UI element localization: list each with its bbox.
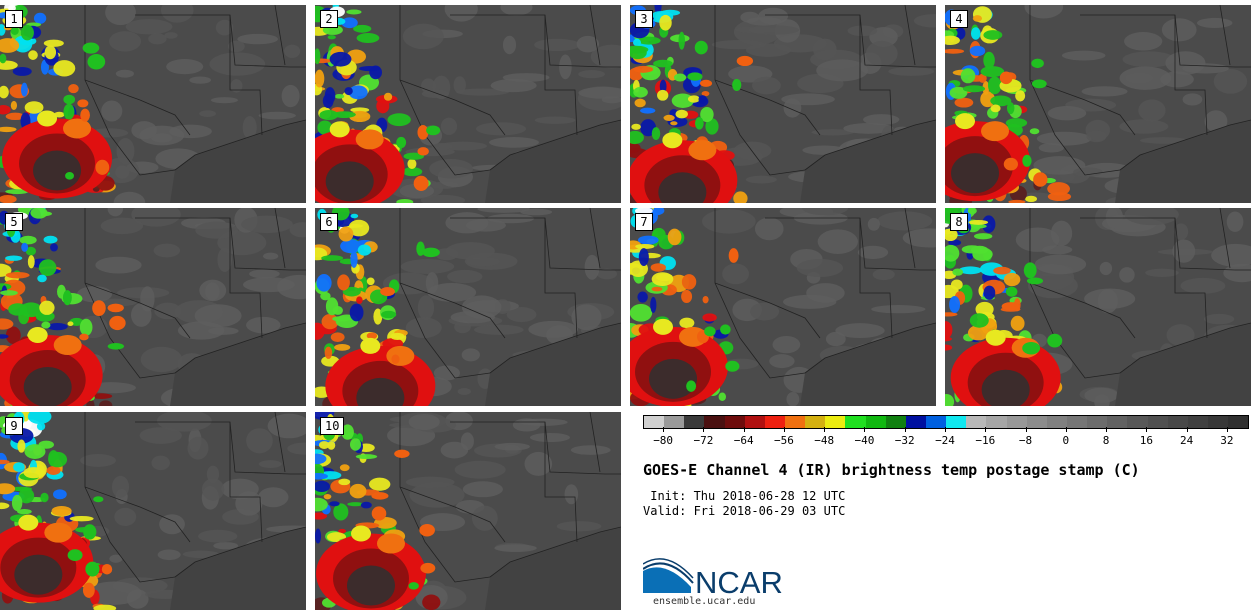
postage-stamp-1: 1 [0, 5, 306, 203]
valid-time: Valid: Fri 2018-06-29 03 UTC [643, 504, 846, 518]
colorbar-segment [1006, 416, 1027, 428]
ir-imagery [315, 5, 621, 203]
postage-stamp-3: 3 [630, 5, 936, 203]
colorbar-tick [783, 427, 785, 432]
colorbar-segment [684, 416, 705, 428]
colorbar-tick-label: −80 [653, 434, 674, 447]
member-label: 1 [5, 10, 23, 28]
colorbar-tick-label: −16 [975, 434, 996, 447]
colorbar-tick [1106, 427, 1108, 432]
colorbar-segment [1228, 416, 1249, 428]
colorbar-tick-label: −48 [814, 434, 835, 447]
colorbar-tick [864, 427, 866, 432]
colorbar-segment [1147, 416, 1168, 428]
ir-imagery [0, 208, 306, 406]
ir-imagery [315, 412, 621, 610]
postage-stamp-7: 7 [630, 208, 936, 406]
colorbar-segment [1167, 416, 1188, 428]
colorbar-tick [1065, 427, 1067, 432]
colorbar-segment [1087, 416, 1108, 428]
colorbar-segment [1066, 416, 1088, 428]
colorbar-segment [1127, 416, 1148, 428]
colorbar-tick [945, 427, 946, 432]
colorbar-tick [703, 427, 705, 432]
member-label: 9 [5, 417, 23, 435]
colorbar-ticks: −80 −72 −64 −56 −48 −40 −32 −24 −16 −8 0 8 16 24 32 [643, 427, 1247, 457]
member-label: 4 [950, 10, 968, 28]
colorbar-tick [1186, 427, 1188, 432]
member-label: 6 [320, 213, 338, 231]
colorbar-tick-label: −8 [1018, 434, 1033, 447]
colorbar-segment [1026, 416, 1047, 428]
colorbar-segment [1187, 416, 1208, 428]
member-label: 3 [635, 10, 653, 28]
member-label: 8 [950, 213, 968, 231]
colorbar-tick-label: −72 [693, 434, 714, 447]
ir-imagery [315, 208, 621, 406]
colorbar-tick-label: −56 [773, 434, 794, 447]
colorbar-tick-label: −32 [894, 434, 915, 447]
ncar-logo: NCAR [643, 558, 783, 597]
postage-stamp-2: 2 [315, 5, 621, 203]
colorbar-segment [664, 416, 685, 428]
colorbar-segment [966, 416, 987, 428]
colorbar-tick [1146, 427, 1148, 432]
colorbar-segment [1207, 416, 1229, 428]
colorbar-tick [1025, 427, 1027, 432]
ir-imagery [945, 5, 1251, 203]
postage-stamp-8: 8 [945, 208, 1251, 406]
colorbar-segment [744, 416, 765, 428]
colorbar-tick [904, 427, 906, 432]
ir-imagery [0, 5, 306, 203]
colorbar-segment [724, 416, 745, 428]
colorbar-tick-label: −24 [935, 434, 955, 447]
colorbar-tick [985, 427, 987, 432]
colorbar-tick-label: 32 [1220, 434, 1234, 447]
postage-stamp-10: 10 [315, 412, 621, 610]
postage-stamp-6: 6 [315, 208, 621, 406]
colorbar-tick [1226, 427, 1228, 432]
ir-imagery [0, 412, 306, 610]
member-label: 10 [320, 417, 345, 435]
colorbar-tick-label: 8 [1102, 434, 1110, 447]
colorbar-segment [704, 416, 725, 428]
colorbar-tick [743, 427, 745, 432]
colorbar-segment [925, 416, 947, 428]
colorbar-segment [946, 416, 967, 428]
colorbar-segment [764, 416, 785, 428]
ir-imagery [630, 5, 936, 203]
colorbar-segment [865, 416, 886, 428]
colorbar-segment [1107, 416, 1128, 428]
colorbar-tick [824, 427, 826, 432]
colorbar-tick [663, 427, 665, 432]
colorbar-segment [885, 416, 906, 428]
colorbar-tick-label: −64 [733, 434, 754, 447]
postage-stamp-9: 9 [0, 412, 306, 610]
colorbar-segment [905, 416, 926, 428]
colorbar-segment [986, 416, 1007, 428]
postage-stamp-5: 5 [0, 208, 306, 406]
colorbar-segment [825, 416, 846, 428]
colorbar-tick-label: 16 [1139, 434, 1153, 447]
member-label: 2 [320, 10, 338, 28]
member-label: 7 [635, 213, 653, 231]
colorbar-segment [1046, 416, 1067, 428]
chart-title: GOES-E Channel 4 (IR) brightness temp po… [643, 461, 1140, 479]
colorbar [643, 415, 1249, 429]
ir-imagery [945, 208, 1251, 406]
colorbar-segment [845, 416, 866, 428]
logo-text: NCAR [695, 565, 783, 597]
colorbar-tick-label: 24 [1179, 434, 1194, 447]
colorbar-segment [644, 416, 665, 428]
init-time: Init: Thu 2018-06-28 12 UTC [643, 489, 846, 503]
colorbar-segment [805, 416, 826, 428]
logo-url: ensemble.ucar.edu [653, 596, 756, 607]
colorbar-tick-label: 0 [1062, 434, 1070, 447]
colorbar-segment [784, 416, 806, 428]
postage-stamp-4: 4 [945, 5, 1251, 203]
colorbar-tick-label: −40 [854, 434, 875, 447]
ir-imagery [630, 208, 936, 406]
member-label: 5 [5, 213, 23, 231]
